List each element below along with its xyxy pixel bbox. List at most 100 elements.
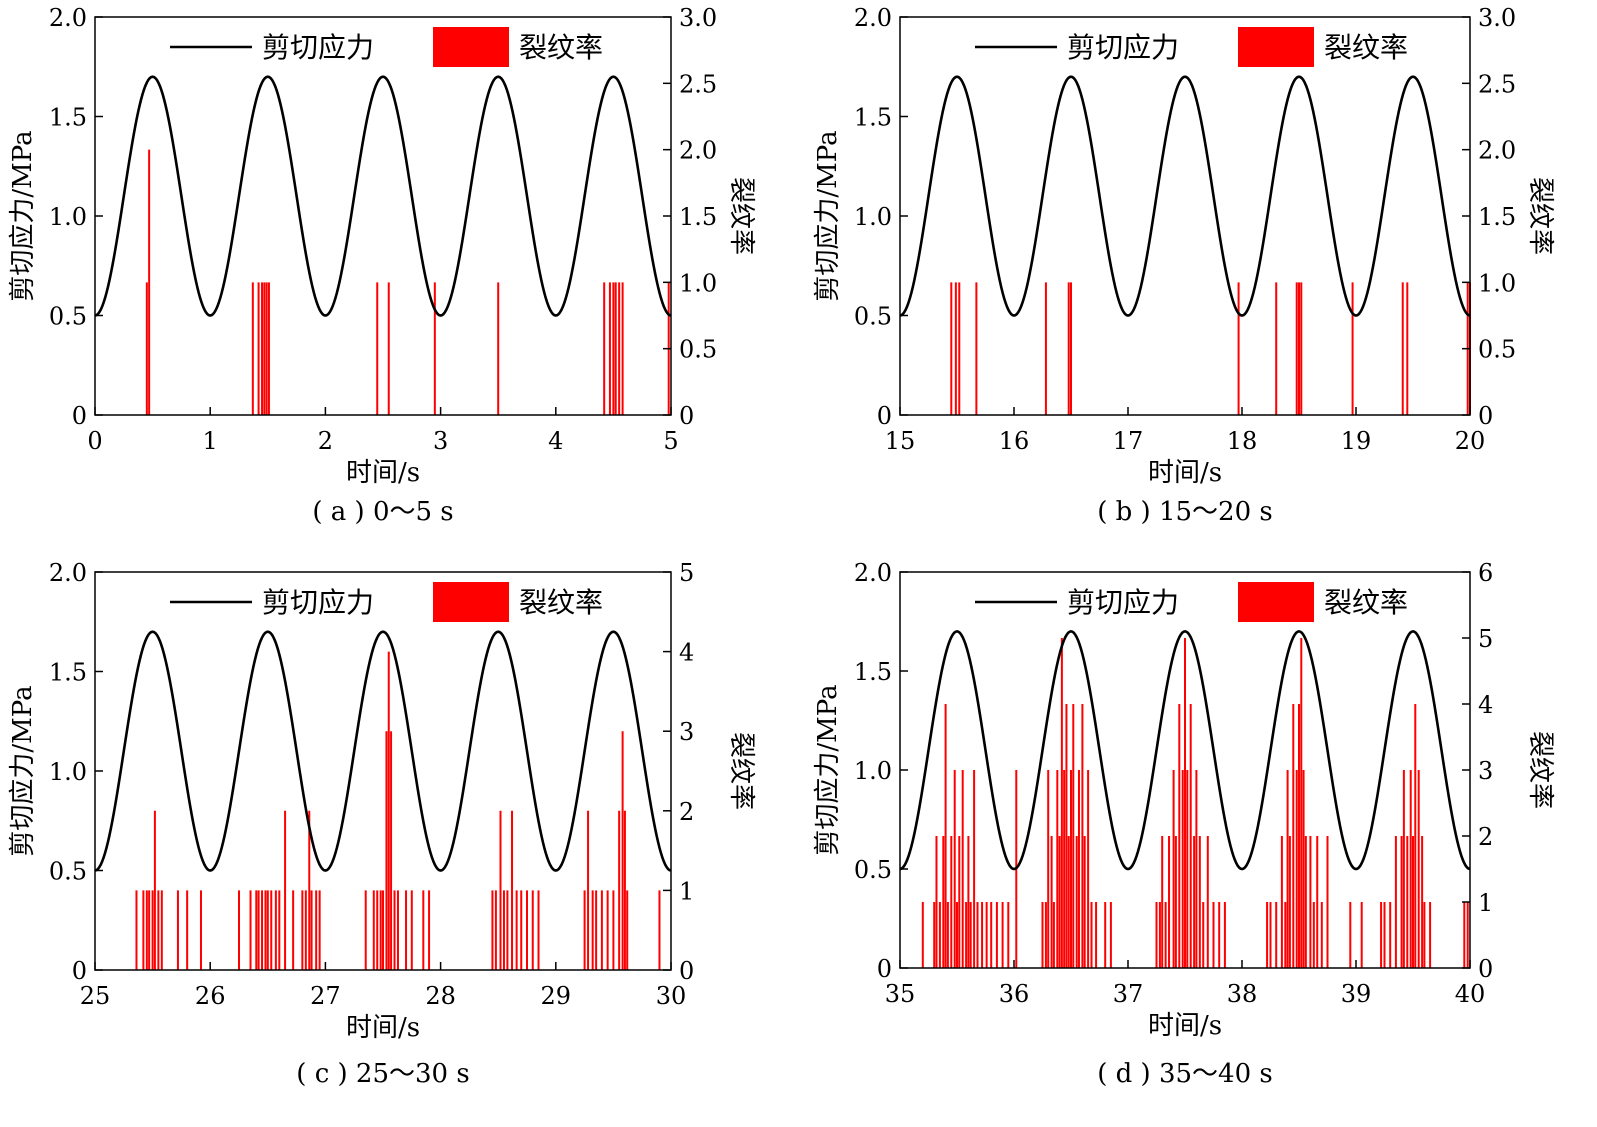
panel-caption: ( b ) 15～20 s	[1097, 497, 1273, 527]
y-left-tick-label: 0	[877, 402, 892, 430]
x-tick-label: 15	[885, 427, 916, 455]
x-tick-label: 16	[999, 427, 1030, 455]
y-right-axis-title: 裂纹率	[726, 732, 756, 810]
y-right-tick-label: 0	[679, 957, 694, 985]
y-right-tick-label: 1.0	[679, 269, 717, 297]
y-right-tick-label: 0.5	[679, 336, 717, 364]
y-left-tick-label: 2.0	[854, 4, 892, 32]
legend-line-label: 剪切应力	[262, 586, 374, 619]
panel-caption: ( a ) 0～5 s	[312, 497, 453, 527]
stress-line	[899, 75, 1471, 317]
y-left-tick-label: 0	[72, 402, 87, 430]
x-axis-title: 时间/s	[346, 1013, 420, 1043]
legend-bar-swatch	[1238, 582, 1314, 622]
y-right-axis-title: 裂纹率	[1525, 177, 1555, 255]
panel-caption: ( d ) 35～40 s	[1097, 1059, 1273, 1089]
x-tick-label: 19	[1341, 427, 1372, 455]
y-left-tick-label: 0	[72, 957, 87, 985]
x-tick-label: 5	[663, 427, 678, 455]
crack-rate-bars	[145, 149, 670, 415]
legend-bar-label: 裂纹率	[1324, 586, 1408, 619]
x-tick-label: 27	[310, 982, 341, 1010]
x-tick-label: 3	[433, 427, 448, 455]
y-left-tick-label: 1.5	[854, 658, 892, 686]
x-tick-label: 2	[318, 427, 333, 455]
y-right-tick-label: 0.5	[1478, 336, 1516, 364]
x-tick-label: 20	[1455, 427, 1486, 455]
chart-panel-1: 0 1 2 3 4 500.51.01.52.000.51.01.52.02.53.0时间…	[8, 4, 756, 527]
legend-line-label: 剪切应力	[262, 31, 374, 64]
y-left-tick-label: 1.0	[49, 758, 87, 786]
y-left-tick-label: 0.5	[49, 303, 87, 331]
x-tick-label: 29	[541, 982, 572, 1010]
y-left-axis-title: 剪切应力/MPa	[813, 684, 843, 855]
y-right-tick-label: 2	[679, 798, 694, 826]
x-tick-label: 1	[203, 427, 218, 455]
crack-rate-bars	[950, 282, 1471, 415]
legend-line-label: 剪切应力	[1067, 586, 1179, 619]
y-left-tick-label: 1.5	[49, 104, 87, 132]
y-right-tick-label: 1.5	[679, 203, 717, 231]
y-left-tick-label: 0.5	[854, 856, 892, 884]
y-right-tick-label: 3.0	[1478, 4, 1516, 32]
x-tick-label: 38	[1227, 980, 1258, 1008]
y-left-tick-label: 1.5	[49, 659, 87, 687]
crack-rate-bars	[921, 638, 1469, 968]
y-right-tick-label: 1.5	[1478, 203, 1516, 231]
x-tick-label: 26	[195, 982, 226, 1010]
y-right-axis-title: 裂纹率	[1525, 731, 1555, 809]
y-left-tick-label: 1.5	[854, 104, 892, 132]
y-right-tick-label: 2.0	[679, 137, 717, 165]
y-left-tick-label: 1.0	[49, 203, 87, 231]
y-right-tick-label: 0	[1478, 955, 1493, 983]
y-right-tick-label: 3	[679, 718, 694, 746]
y-right-tick-label: 1.0	[1478, 269, 1516, 297]
x-axis-title: 时间/s	[1148, 1011, 1222, 1041]
legend-line-label: 剪切应力	[1067, 31, 1179, 64]
y-left-axis-title: 剪切应力/MPa	[8, 685, 38, 856]
x-tick-label: 17	[1113, 427, 1144, 455]
chart-panel-3: 25 26 27 28 29 3000.51.01.52.0012345时间/s剪切应力/…	[8, 559, 756, 1089]
x-tick-label: 39	[1341, 980, 1372, 1008]
panel-caption: ( c ) 25～30 s	[296, 1059, 469, 1089]
y-left-axis-title: 剪切应力/MPa	[813, 130, 843, 301]
y-left-tick-label: 0	[877, 955, 892, 983]
y-left-tick-label: 0.5	[854, 303, 892, 331]
x-tick-label: 0	[87, 427, 102, 455]
x-tick-label: 35	[885, 980, 916, 1008]
y-right-tick-label: 4	[1478, 691, 1493, 719]
y-right-tick-label: 3.0	[679, 4, 717, 32]
y-left-tick-label: 1.0	[854, 203, 892, 231]
y-right-tick-label: 3	[1478, 757, 1493, 785]
y-right-tick-label: 2.0	[1478, 137, 1516, 165]
y-right-tick-label: 4	[679, 639, 694, 667]
legend-bar-swatch	[433, 582, 509, 622]
x-axis-title: 时间/s	[346, 458, 420, 488]
y-right-tick-label: 2.5	[1478, 70, 1516, 98]
x-tick-label: 4	[548, 427, 563, 455]
y-left-tick-label: 2.0	[854, 559, 892, 587]
x-tick-label: 37	[1113, 980, 1144, 1008]
y-right-tick-label: 0	[1478, 402, 1493, 430]
y-right-tick-label: 6	[1478, 559, 1493, 587]
y-left-tick-label: 2.0	[49, 559, 87, 587]
x-tick-label: 28	[425, 982, 456, 1010]
legend-bar-label: 裂纹率	[519, 31, 603, 64]
y-right-tick-label: 0	[679, 402, 694, 430]
x-tick-label: 18	[1227, 427, 1258, 455]
stress-line	[899, 630, 1471, 871]
stress-line	[94, 630, 672, 872]
legend-bar-label: 裂纹率	[519, 586, 603, 619]
x-tick-label: 40	[1455, 980, 1486, 1008]
x-tick-label: 36	[999, 980, 1030, 1008]
y-right-tick-label: 5	[1478, 625, 1493, 653]
legend-bar-label: 裂纹率	[1324, 31, 1408, 64]
x-tick-label: 30	[656, 982, 687, 1010]
y-right-tick-label: 2	[1478, 823, 1493, 851]
y-right-axis-title: 裂纹率	[726, 177, 756, 255]
y-right-tick-label: 5	[679, 559, 694, 587]
crack-rate-bars	[135, 651, 661, 970]
y-left-tick-label: 2.0	[49, 4, 87, 32]
stress-line	[94, 75, 672, 317]
legend-bar-swatch	[1238, 27, 1314, 67]
